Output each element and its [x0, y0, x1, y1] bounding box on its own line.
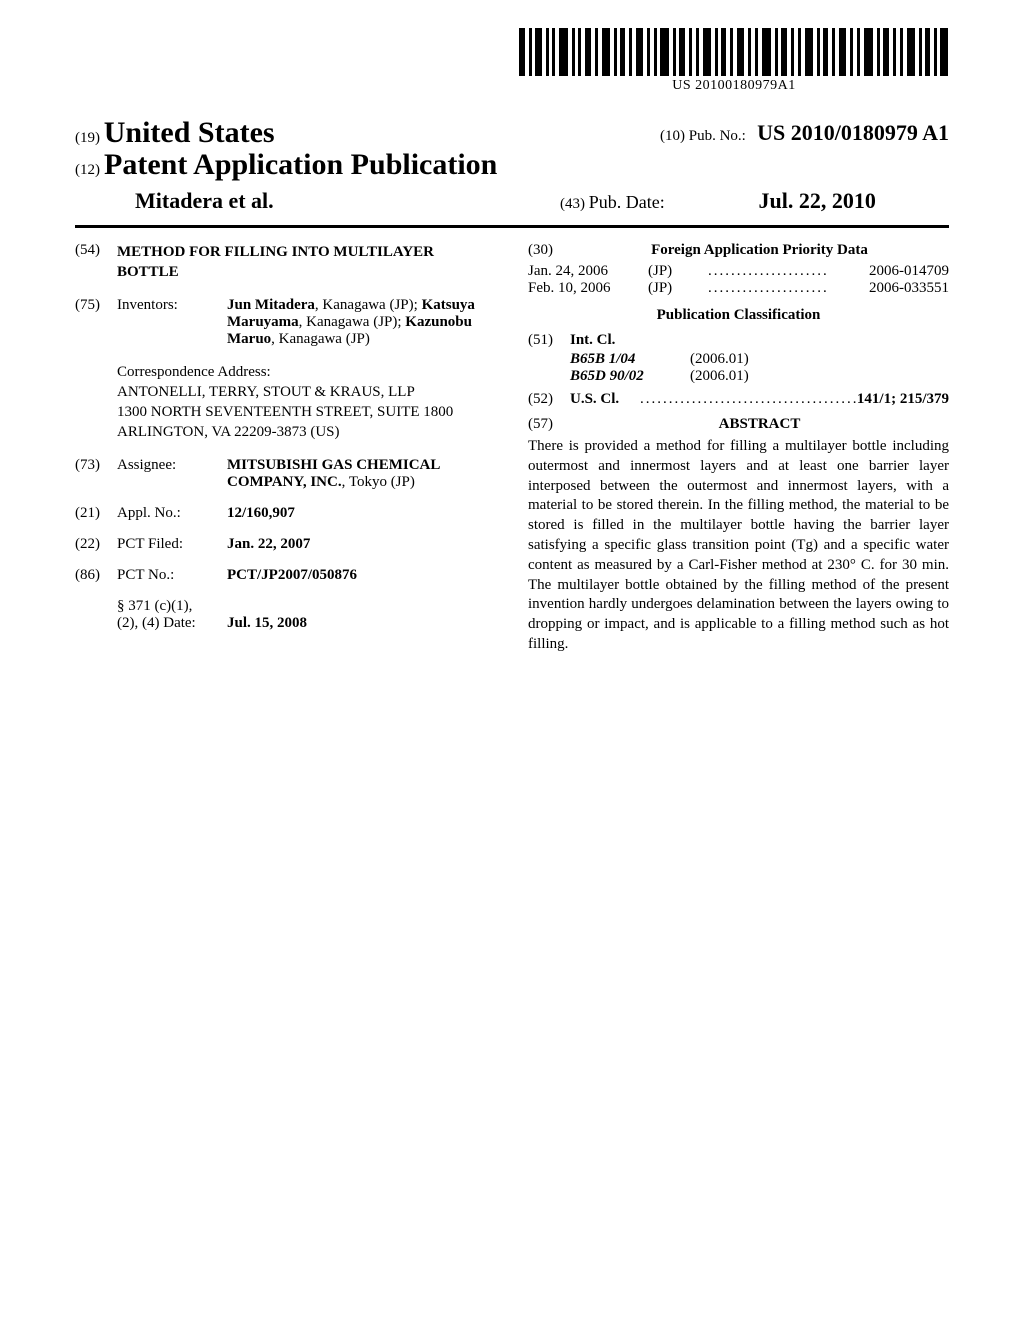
uscl-value: 141/1; 215/379 — [857, 391, 949, 408]
priority-list: Jan. 24, 2006 (JP) .....................… — [528, 263, 949, 297]
inid-10: (10) — [660, 128, 685, 144]
priority-cc: (JP) — [648, 263, 708, 280]
inid-57: (57) — [528, 416, 570, 433]
priority-row: Feb. 10, 2006 (JP) .....................… — [528, 280, 949, 297]
authors: Mitadera et al. — [135, 188, 274, 214]
left-column: (54) METHOD FOR FILLING INTO MULTILAYER … — [75, 242, 496, 655]
inid-12: (12) — [75, 162, 100, 178]
s371-value: Jul. 15, 2008 — [227, 615, 307, 632]
pctno-label: PCT No.: — [117, 567, 227, 584]
priority-date: Jan. 24, 2006 — [528, 263, 648, 280]
abstract-text: There is provided a method for filling a… — [528, 437, 949, 655]
assignee-label: Assignee: — [117, 457, 227, 491]
priority-no: 2006-014709 — [829, 263, 949, 280]
assignee-value: MITSUBISHI GAS CHEMICAL COMPANY, INC., T… — [227, 457, 496, 491]
invention-title: METHOD FOR FILLING INTO MULTILAYER BOTTL… — [117, 242, 496, 283]
inventors-list: Jun Mitadera, Kanagawa (JP); Katsuya Mar… — [227, 297, 496, 348]
priority-date: Feb. 10, 2006 — [528, 280, 648, 297]
dots: ........................................… — [640, 391, 857, 408]
inid-19: (19) — [75, 130, 100, 146]
correspondence-line: 1300 NORTH SEVENTEENTH STREET, SUITE 180… — [117, 402, 496, 422]
intcl-ver: (2006.01) — [690, 351, 749, 368]
inid-30: (30) — [528, 242, 570, 259]
pctfiled-label: PCT Filed: — [117, 536, 227, 553]
inventors-label: Inventors: — [117, 297, 227, 348]
applno-value: 12/160,907 — [227, 505, 295, 521]
intcl-label: Int. Cl. — [570, 332, 615, 348]
abstract-label: ABSTRACT — [570, 416, 949, 433]
inid-22: (22) — [75, 536, 117, 553]
s371-label: § 371 (c)(1), (2), (4) Date: — [117, 598, 227, 632]
abstract-header-row: (57) ABSTRACT — [528, 416, 949, 433]
pubdate-block: (43) Pub. Date: Jul. 22, 2010 — [560, 188, 876, 214]
uscl-label: U.S. Cl. — [570, 391, 640, 408]
publication-type: Patent Application Publication — [104, 148, 497, 181]
pubno-label: Pub. No.: — [689, 128, 746, 144]
priority-no: 2006-033551 — [829, 280, 949, 297]
correspondence-label: Correspondence Address: — [117, 362, 496, 382]
dots: .................................. — [708, 280, 829, 297]
inid-51: (51) — [528, 332, 570, 349]
s371-l2: (2), (4) Date: — [117, 615, 196, 631]
right-column: (30) Foreign Application Priority Data J… — [528, 242, 949, 655]
correspondence-line: ARLINGTON, VA 22209-3873 (US) — [117, 422, 496, 442]
inventor-name: Jun Mitadera — [227, 297, 315, 313]
priority-row: Jan. 24, 2006 (JP) .....................… — [528, 263, 949, 280]
uscl-row: (52) U.S. Cl. ..........................… — [528, 391, 949, 408]
inid-54: (54) — [75, 242, 117, 283]
correspondence-line: ANTONELLI, TERRY, STOUT & KRAUS, LLP — [117, 382, 496, 402]
priority-header: Foreign Application Priority Data — [651, 242, 868, 258]
inid-75: (75) — [75, 297, 117, 348]
pubno-value: US 2010/0180979 A1 — [757, 120, 949, 145]
spacer — [75, 598, 117, 632]
barcode-number: US 20100180979A1 — [519, 78, 949, 94]
country: United States — [104, 116, 275, 149]
inid-43: (43) — [560, 196, 585, 212]
barcode-block: US 20100180979A1 — [519, 28, 949, 94]
pubdate-value: Jul. 22, 2010 — [759, 188, 876, 213]
divider-thick — [75, 225, 949, 228]
inid-52: (52) — [528, 391, 570, 408]
intcl-code: B65B 1/04 — [570, 351, 690, 368]
priority-cc: (JP) — [648, 280, 708, 297]
inventor-loc-0: Kanagawa (JP) — [322, 297, 413, 313]
pctno-value: PCT/JP2007/050876 — [227, 567, 357, 583]
barcode-icon — [519, 28, 949, 76]
intcl-ver: (2006.01) — [690, 368, 749, 385]
inventor-loc-1: Kanagawa (JP) — [306, 314, 397, 330]
s371-l1: § 371 (c)(1), — [117, 598, 192, 614]
correspondence-block: Correspondence Address: ANTONELLI, TERRY… — [117, 362, 496, 443]
intcl-row: B65D 90/02 (2006.01) — [570, 368, 949, 385]
intcl-row: B65B 1/04 (2006.01) — [570, 351, 949, 368]
pubdate-label: Pub. Date: — [589, 192, 665, 212]
inid-21: (21) — [75, 505, 117, 522]
header-right: (10) Pub. No.: US 2010/0180979 A1 — [660, 120, 949, 146]
intcl-list: B65B 1/04 (2006.01) B65D 90/02 (2006.01) — [570, 351, 949, 385]
inid-73: (73) — [75, 457, 117, 491]
intcl-code: B65D 90/02 — [570, 368, 690, 385]
pctfiled-value: Jan. 22, 2007 — [227, 536, 310, 552]
inid-86: (86) — [75, 567, 117, 584]
inventor-loc: , — [271, 331, 279, 347]
assignee-loc: , Tokyo (JP) — [342, 474, 415, 490]
dots: .................................. — [708, 263, 829, 280]
applno-label: Appl. No.: — [117, 505, 227, 522]
inventor-loc-2: Kanagawa (JP) — [279, 331, 370, 347]
pubclass-header: Publication Classification — [528, 307, 949, 324]
